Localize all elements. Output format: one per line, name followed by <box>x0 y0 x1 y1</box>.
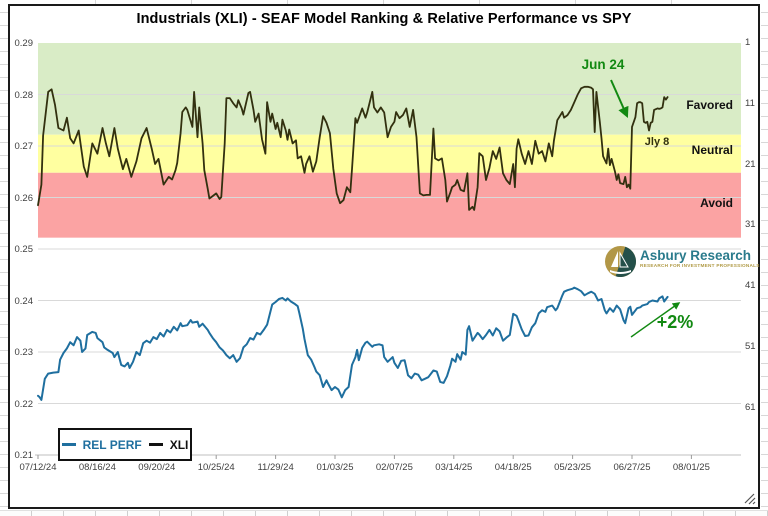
right-axis-tick-label: 1 <box>745 37 751 48</box>
band-favored <box>38 43 741 135</box>
x-axis-tick-label: 08/01/25 <box>672 462 710 473</box>
series-xli <box>37 85 669 211</box>
plus2-arrow-icon <box>630 302 681 338</box>
left-axis-tick-label: 0.29 <box>14 38 34 49</box>
left-axis-tick-label: 0.25 <box>14 244 34 255</box>
band-avoid <box>38 172 741 238</box>
annotation-plus2pct: +2% <box>656 312 694 332</box>
jun24-arrow-icon <box>610 79 629 119</box>
right-axis-tick-label: 31 <box>745 219 756 231</box>
gridlines <box>38 94 741 404</box>
annotation-jly8: Jly 8 <box>644 136 670 148</box>
annotation-jun24: Jun 24 <box>581 57 625 72</box>
chart-object[interactable]: Industrials (XLI) - SEAF Model Ranking &… <box>8 4 760 509</box>
band-label-favored: Favored <box>686 98 733 112</box>
chart-title: Industrials (XLI) - SEAF Model Ranking &… <box>136 11 632 27</box>
x-axis-tick-label: 11/29/24 <box>257 462 294 473</box>
series-lines <box>37 85 669 401</box>
asbury-logo-icon <box>605 246 636 277</box>
x-axis-tick-label: 04/18/25 <box>494 462 532 473</box>
resize-handle-icon[interactable] <box>743 492 756 505</box>
x-axis-tick-label: 08/16/24 <box>78 462 116 473</box>
x-axis-tick-label: 01/03/25 <box>316 462 354 473</box>
left-axis-tick-label: 0.21 <box>14 450 34 461</box>
series-rel-perf <box>37 286 669 401</box>
x-axis-tick-label: 09/20/24 <box>138 462 176 473</box>
legend-relperf-label: REL PERF <box>82 437 142 452</box>
band-label-avoid: Avoid <box>700 196 733 210</box>
ranking-bands <box>38 43 741 238</box>
left-axis-tick-label: 0.22 <box>14 398 34 410</box>
legend-xli-label: XLI <box>169 437 189 452</box>
right-axis-tick-label: 41 <box>745 280 756 292</box>
right-axis-tick-label: 11 <box>745 97 755 109</box>
x-axis-tick-label: 03/14/25 <box>435 462 473 473</box>
asbury-logo-name: Asbury Research <box>640 248 752 263</box>
excel-bottom-row-strip <box>0 510 768 516</box>
right-axis-tick-label: 21 <box>745 158 756 170</box>
left-axis-tick-label: 0.23 <box>14 347 34 358</box>
x-axis-tick-label: 07/12/24 <box>19 462 57 473</box>
asbury-logo-tagline: RESEARCH FOR INVESTMENT PROFESSIONALS <box>640 263 760 268</box>
x-axis-tick-label: 06/27/25 <box>613 462 651 473</box>
band-label-neutral: Neutral <box>691 143 733 157</box>
xli-line-swatch <box>148 443 163 446</box>
excel-top-grid-strip <box>0 0 768 4</box>
relperf-line-swatch <box>61 443 76 446</box>
plot-area <box>35 43 741 459</box>
right-axis-tick-label: 51 <box>745 341 756 353</box>
left-axis-tick-label: 0.24 <box>14 295 34 307</box>
excel-left-grid-strip <box>0 0 8 515</box>
left-axis-tick-label: 0.27 <box>14 141 34 152</box>
left-axis-tick-label: 0.26 <box>14 192 34 204</box>
x-axis-tick-label: 05/23/25 <box>554 462 592 473</box>
asbury-research-logo: Asbury Research RESEARCH FOR INVESTMENT … <box>604 245 760 285</box>
band-neutral <box>38 134 741 173</box>
x-axis-tick-label: 02/07/25 <box>375 462 413 473</box>
left-axis-tick-label: 0.28 <box>14 89 34 101</box>
excel-right-grid-strip <box>761 0 768 515</box>
x-axis-tick-label: 10/25/24 <box>197 462 235 473</box>
chart-legend[interactable]: REL PERF XLI <box>58 428 192 461</box>
right-axis-tick-label: 61 <box>745 401 756 413</box>
